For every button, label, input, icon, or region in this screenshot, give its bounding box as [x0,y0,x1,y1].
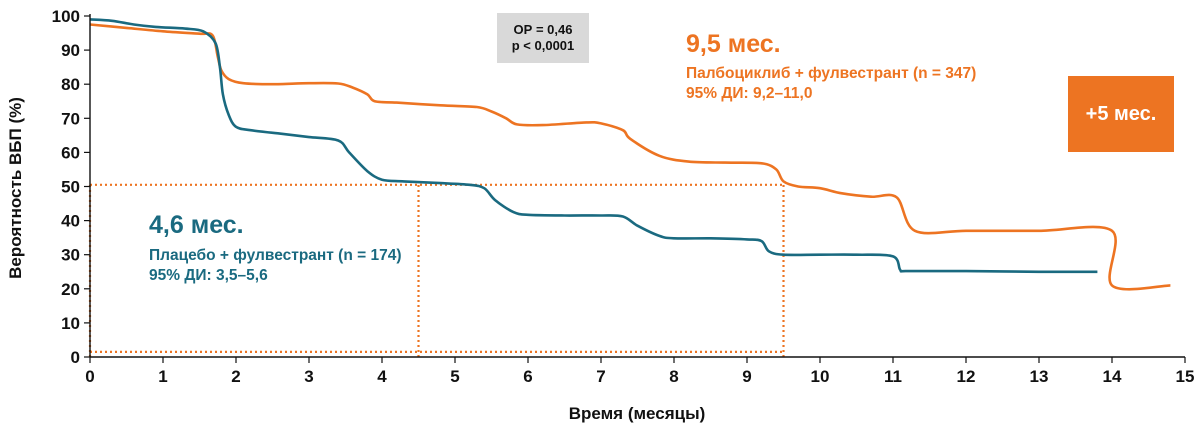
x-axis-title: Время (месяцы) [569,404,706,423]
x-tick-label: 11 [884,367,902,386]
y-tick-label: 40 [61,212,80,231]
orange-ci: 95% ДИ: 9,2–11,0 [686,85,813,102]
x-tick-label: 3 [304,367,313,386]
series-line-1 [89,18,1098,274]
x-tick-label: 15 [1176,367,1195,386]
y-tick-label: 90 [61,41,80,60]
x-tick-label: 7 [596,367,605,386]
x-tick-label: 13 [1030,367,1049,386]
p-value: p < 0,0001 [511,38,575,53]
y-tick-label: 0 [71,348,80,367]
x-tick-label: 4 [377,367,387,386]
y-tick-label: 70 [61,109,80,128]
x-tick-label: 8 [669,367,678,386]
x-tick-label: 9 [742,367,751,386]
axes: 0 1 2 3 4 5 6 7 8 9 10 11 12 13 14 15010203040506070809… [52,7,1195,386]
hazard-ratio-box: ОР = 0,46 p < 0,0001 [497,13,589,63]
y-tick-label: 50 [61,178,80,197]
survival-curves [89,18,1171,291]
x-tick-label: 1 [158,367,167,386]
y-tick-label: 80 [61,75,80,94]
y-tick-label: 10 [61,314,80,333]
series-line-0 [89,23,1171,291]
hazard-ratio: ОР = 0,46 [513,22,573,37]
y-tick-label: 100 [52,7,80,26]
orange-median: 9,5 мес. [686,30,781,58]
x-tick-label: 14 [1103,367,1122,386]
teal-median: 4,6 мес. [149,211,244,239]
gain-badge: +5 мес. [1068,76,1174,152]
teal-ci: 95% ДИ: 3,5–5,6 [149,267,268,284]
y-axis-title: Вероятность ВБП (%) [6,97,25,279]
x-tick-label: 0 [85,367,94,386]
x-tick-label: 5 [450,367,459,386]
y-tick-label: 20 [61,280,80,299]
x-tick-label: 10 [811,367,830,386]
orange-arm-label: Палбоциклиб + фулвестрант (n = 347) [686,65,977,82]
y-tick-label: 30 [61,246,80,265]
teal-arm-label: Плацебо + фулвестрант (n = 174) [149,247,402,264]
x-tick-label: 12 [957,367,976,386]
y-tick-label: 60 [61,143,80,162]
x-tick-label: 2 [231,367,240,386]
x-tick-label: 6 [523,367,532,386]
